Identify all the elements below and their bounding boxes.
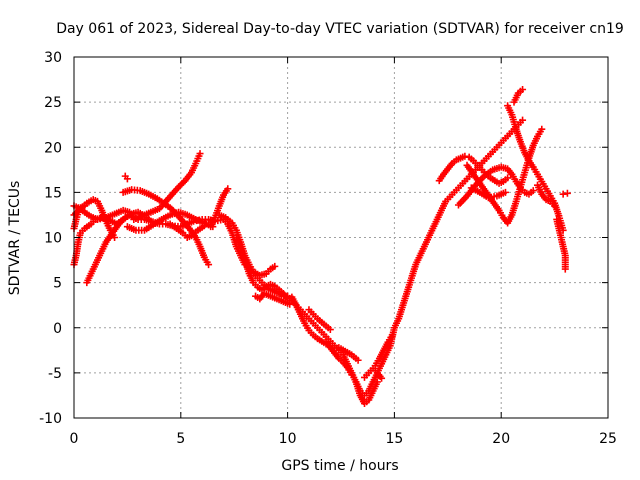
y-tick-label: 5 [53,276,62,292]
x-tick-label: 25 [599,431,617,447]
grid-lines [74,57,608,418]
data-point-track-09 [224,185,232,193]
chart-title: Day 061 of 2023, Sidereal Day-to-day VTE… [56,21,624,37]
y-axis-label: SDTVAR / TECUs [7,181,23,296]
x-tick-label: 0 [70,431,79,447]
axis-ticks [73,56,609,419]
data-point-track-16 [354,356,362,364]
y-tick-label: 20 [44,140,62,156]
data-points [70,85,571,408]
data-point-track-26 [551,202,559,210]
y-tick-label: -5 [48,366,62,382]
y-tick-labels: -10 -5 0 5 10 15 20 25 30 [39,50,62,427]
x-tick-label: 10 [279,431,297,447]
data-point-track-28 [563,189,571,197]
data-point-track-20 [461,152,469,160]
data-point-track-27 [561,265,569,273]
y-tick-label: 15 [44,185,62,201]
data-point-track-05 [123,175,131,183]
data-point-track-10 [271,262,279,270]
data-point-track-08 [200,222,208,230]
x-tick-label: 15 [385,431,403,447]
data-point-track-23 [501,188,509,196]
y-tick-label: 0 [53,321,62,337]
data-point-track-15 [348,371,356,379]
data-point-track-20 [504,174,512,182]
data-point-track-29 [81,202,89,210]
data-point-main-trend [519,116,527,124]
data-point-track-22 [529,187,537,195]
data-point-track-14 [326,326,334,334]
y-tick-label: 25 [44,95,62,111]
data-point-track-28 [559,190,567,198]
data-point-track-12 [286,300,294,308]
x-tick-labels: 0 5 10 15 20 25 [70,431,617,447]
data-point-track-04 [205,261,213,269]
y-tick-label: 30 [44,50,62,66]
y-tick-label: 10 [44,231,62,247]
data-point-track-06 [196,150,204,158]
x-tick-label: 20 [492,431,510,447]
x-axis-label: GPS time / hours [281,458,398,474]
x-tick-label: 5 [176,431,185,447]
data-point-track-17 [373,378,381,386]
data-point-track-21 [538,125,546,133]
y-tick-label: -10 [39,411,62,427]
data-point-track-25 [519,85,527,93]
data-point-track-19 [388,331,396,339]
data-point-track-18 [378,374,386,382]
